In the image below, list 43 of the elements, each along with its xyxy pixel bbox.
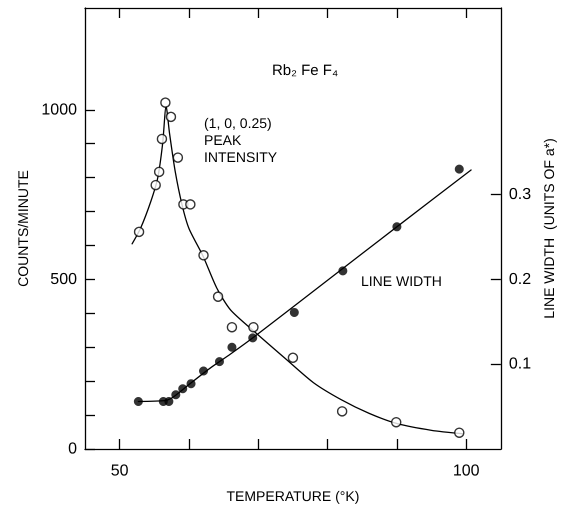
point: [150, 180, 161, 190]
point: [454, 428, 464, 438]
point: [288, 352, 298, 363]
point: [392, 222, 402, 232]
point: [226, 322, 238, 332]
y-tick-label: 0: [68, 440, 78, 458]
point: [166, 112, 176, 122]
point: [172, 152, 184, 163]
x-tick-label: 50: [110, 462, 129, 480]
annotation: (1, 0, 0.25) PEAK INTENSITY: [204, 115, 278, 165]
annotation: LINE WIDTH: [361, 273, 442, 289]
point: [214, 357, 224, 366]
point: [454, 164, 464, 174]
point: [199, 366, 208, 376]
point: [160, 97, 171, 108]
point: [164, 397, 174, 406]
point: [134, 397, 143, 406]
y-axis-title: COUNTS/MINUTE: [15, 170, 31, 287]
point: [134, 226, 144, 238]
point: [198, 250, 209, 260]
point: [338, 266, 348, 276]
y2-tick-label: 0.3: [508, 186, 532, 204]
point: [156, 134, 168, 144]
point: [391, 417, 402, 428]
y-tick-label: 1000: [41, 101, 78, 118]
y-tick-label: 500: [50, 270, 78, 288]
x-tick-label: 100: [452, 462, 480, 480]
text: Rb₂ Fe F₄: [272, 62, 338, 79]
y2-tick-label: 0.2: [508, 270, 532, 288]
point: [248, 322, 259, 332]
point: [227, 342, 236, 352]
point: [178, 384, 188, 394]
x-axis-title: TEMPERATURE (°K): [226, 488, 360, 504]
point: [171, 390, 180, 400]
point: [185, 199, 196, 210]
y2-axis-title: LINE WIDTH (UNITS OF a*): [541, 138, 557, 319]
point: [154, 166, 164, 178]
y2-tick-label: 0.1: [508, 356, 532, 373]
point: [290, 308, 299, 317]
point: [336, 406, 348, 417]
point: [248, 333, 258, 342]
point: [186, 379, 196, 388]
point: [212, 291, 224, 302]
